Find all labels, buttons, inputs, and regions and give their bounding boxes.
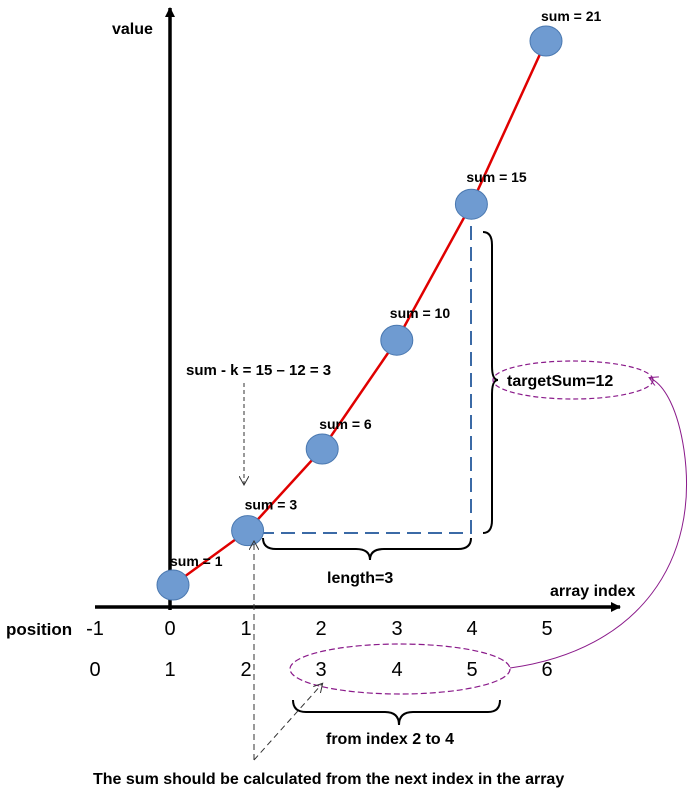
position-value: 2 xyxy=(315,618,326,640)
target-sum-label: targetSum=12 xyxy=(507,373,613,390)
index-value: 5 xyxy=(466,659,477,681)
sum-label-4: sum = 15 xyxy=(466,169,527,185)
sum-label-0: sum = 1 xyxy=(170,553,223,569)
length-brace xyxy=(262,537,472,561)
footer-note: The sum should be calculated from the ne… xyxy=(93,771,564,788)
index-value: 2 xyxy=(240,659,251,681)
index-value: 1 xyxy=(164,659,175,681)
sum-point-4 xyxy=(454,188,488,220)
position-value: 0 xyxy=(164,618,175,640)
ellipse-link-arrow xyxy=(509,378,688,669)
sum-minus-k-label: sum - k = 15 – 12 = 3 xyxy=(186,362,331,379)
sum-point-0 xyxy=(156,569,190,601)
length-label: length=3 xyxy=(327,570,393,587)
prefix-sum-line xyxy=(172,40,548,587)
index-value: 6 xyxy=(541,659,552,681)
from-index-label: from index 2 to 4 xyxy=(326,731,454,748)
from-index-brace xyxy=(292,699,501,726)
sum-label-1: sum = 3 xyxy=(245,497,298,513)
sum-label-2: sum = 6 xyxy=(319,416,372,432)
position-value: 4 xyxy=(466,618,477,640)
position-value: 5 xyxy=(541,618,552,640)
index-value: 3 xyxy=(315,659,326,681)
position-value: 1 xyxy=(240,618,251,640)
position-value: 3 xyxy=(391,618,402,640)
sum-label-5: sum = 21 xyxy=(541,8,602,24)
sum-point-5 xyxy=(529,25,563,57)
sum-point-3 xyxy=(380,324,414,356)
sum-point-1 xyxy=(231,515,265,547)
x-axis-label: array index xyxy=(550,583,635,600)
position-row-label: position xyxy=(6,620,72,639)
index-rows: position -1 0 1 2 3 4 5 0 1 2 3 4 5 6 xyxy=(6,618,553,681)
index-value: 4 xyxy=(391,659,402,681)
from-index-ellipse xyxy=(289,643,511,695)
length-dashed-guide xyxy=(260,225,472,534)
prefix-sum-series: sum = 1 sum = 3 sum = 6 sum = 10 sum = 15 sum… xyxy=(156,8,602,601)
sum-label-3: sum = 10 xyxy=(390,305,451,321)
y-axis-label: value xyxy=(112,21,153,38)
sum-point-2 xyxy=(305,433,339,465)
position-value: -1 xyxy=(86,618,104,640)
next-index-arrow-diag xyxy=(253,684,322,761)
index-value: 0 xyxy=(89,659,100,681)
target-sum-brace xyxy=(482,231,499,534)
